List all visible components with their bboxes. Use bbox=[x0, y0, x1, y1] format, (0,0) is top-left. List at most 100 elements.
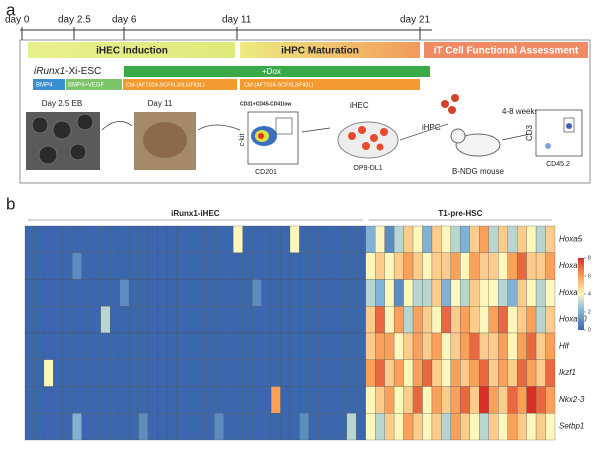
heatmap-cell bbox=[110, 332, 120, 360]
arrow bbox=[301, 127, 331, 133]
heatmap-cell bbox=[223, 332, 234, 360]
heatmap-cell bbox=[441, 279, 452, 307]
step-label: iHEC bbox=[350, 101, 369, 110]
heatmap-cell bbox=[128, 359, 139, 387]
heatmap-cell bbox=[393, 279, 404, 307]
heatmap-cell bbox=[450, 279, 461, 307]
heatmap-cell bbox=[431, 413, 442, 441]
heatmap-cell bbox=[204, 332, 215, 360]
heatmap-cell bbox=[270, 413, 281, 441]
heatmap-cell bbox=[460, 306, 470, 334]
heatmap-cell bbox=[422, 306, 433, 334]
heatmap-cell bbox=[469, 279, 480, 307]
heatmap-cell bbox=[545, 332, 556, 360]
heatmap-cell bbox=[422, 332, 433, 360]
heatmap-cell bbox=[346, 225, 357, 253]
heatmap-cell bbox=[308, 359, 319, 387]
heatmap-cell bbox=[384, 386, 395, 414]
heatmap-cell bbox=[223, 359, 234, 387]
heatmap-cell bbox=[185, 306, 196, 334]
heatmap-cell bbox=[62, 359, 73, 387]
heatmap-cell bbox=[441, 252, 452, 280]
heatmap-cell bbox=[72, 359, 82, 387]
heatmap-cell bbox=[431, 306, 442, 334]
heatmap-cell bbox=[460, 225, 470, 253]
heatmap-cell bbox=[308, 225, 319, 253]
heatmap-cell bbox=[356, 332, 366, 360]
colorbar-tick-label: 2 bbox=[588, 309, 591, 315]
heatmap-cell bbox=[251, 252, 262, 280]
row-label: Setbp1 bbox=[559, 422, 584, 431]
heatmap-cell bbox=[100, 332, 111, 360]
heatmap-cell bbox=[488, 386, 499, 414]
heatmap-cell bbox=[157, 279, 168, 307]
colony bbox=[143, 122, 187, 158]
heatmap-cell bbox=[261, 225, 272, 253]
heatmap-cell bbox=[195, 332, 205, 360]
heatmap-cell bbox=[185, 225, 196, 253]
heatmap-cell bbox=[110, 279, 120, 307]
cell-line-suffix: -Xi-ESC bbox=[65, 66, 101, 77]
flow-plot bbox=[535, 109, 583, 157]
heatmap-cell bbox=[375, 279, 385, 307]
heatmap-cell bbox=[251, 306, 262, 334]
heatmap-cell bbox=[412, 252, 423, 280]
heatmap-cell bbox=[62, 332, 73, 360]
heatmap-cell bbox=[545, 306, 556, 334]
heatmap-cell bbox=[100, 225, 111, 253]
heatmap-cell bbox=[431, 359, 442, 387]
heatmap-cell bbox=[62, 279, 73, 307]
heatmap-cell bbox=[81, 359, 92, 387]
heatmap-cell bbox=[195, 279, 205, 307]
heatmap-cell bbox=[24, 279, 35, 307]
heatmap-cell bbox=[356, 306, 366, 334]
cell-line-gene: iRunx1 bbox=[34, 66, 65, 77]
row-label: Ikzf1 bbox=[559, 368, 576, 377]
heatmap-cell bbox=[176, 306, 187, 334]
heatmap-cell bbox=[299, 306, 310, 334]
heatmap-cell bbox=[545, 413, 556, 441]
heatmap-cell bbox=[53, 225, 64, 253]
heatmap-cell bbox=[233, 332, 243, 360]
heatmap-cell bbox=[299, 359, 310, 387]
step-label: iHPC bbox=[422, 123, 441, 132]
heatmap-cell bbox=[176, 359, 187, 387]
heatmap-cell bbox=[337, 386, 347, 414]
heatmap-cell bbox=[166, 359, 177, 387]
flow-cloud bbox=[566, 123, 572, 129]
heatmap-cell bbox=[535, 225, 546, 253]
heatmap-cell bbox=[119, 252, 130, 280]
heatmap-cell bbox=[147, 279, 158, 307]
heatmap-cell bbox=[185, 359, 196, 387]
heatmap-cell bbox=[375, 413, 385, 441]
dish bbox=[337, 121, 399, 159]
heatmap-cell bbox=[498, 279, 508, 307]
eb-spheres bbox=[31, 113, 94, 165]
heatmap-cell bbox=[43, 252, 54, 280]
heatmap-cell bbox=[43, 386, 54, 414]
heatmap-cell bbox=[214, 252, 224, 280]
day-label: day 0 bbox=[5, 15, 30, 26]
heatmap-cell bbox=[479, 225, 489, 253]
heatmap-cell bbox=[384, 413, 395, 441]
heatmap-cell bbox=[233, 386, 243, 414]
heatmap-cell bbox=[365, 279, 376, 307]
heatmap-cell bbox=[157, 252, 168, 280]
heatmap-cell bbox=[138, 252, 149, 280]
heatmap-cell bbox=[498, 359, 508, 387]
heatmap-cell bbox=[233, 306, 243, 334]
heatmap-cell bbox=[469, 386, 480, 414]
heatmap-cell bbox=[346, 413, 357, 441]
panel-label: b bbox=[6, 194, 15, 213]
heatmap-cell bbox=[412, 306, 423, 334]
heatmap-cell bbox=[242, 225, 253, 253]
heatmap-cell bbox=[62, 252, 73, 280]
heatmap-cell bbox=[327, 252, 338, 280]
heatmap-cell bbox=[327, 359, 338, 387]
heatmap-cell bbox=[507, 252, 518, 280]
heatmap-cell bbox=[488, 359, 499, 387]
heatmap-cell bbox=[185, 252, 196, 280]
heatmap-cell bbox=[365, 359, 376, 387]
heatmap-cell bbox=[157, 332, 168, 360]
heatmap-cell bbox=[176, 252, 187, 280]
